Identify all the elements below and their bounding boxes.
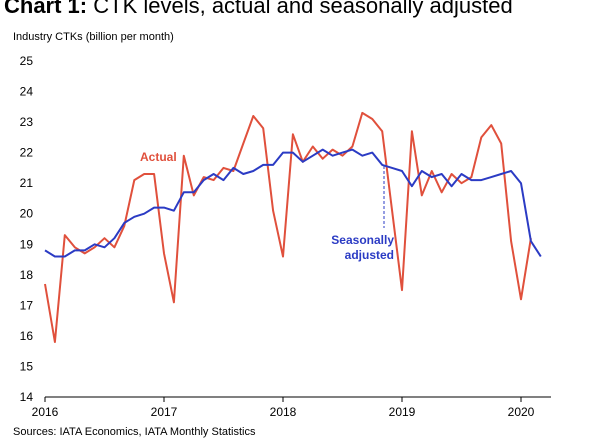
y-tick-label: 18 [20, 268, 34, 282]
source-note: Sources: IATA Economics, IATA Monthly St… [13, 426, 256, 438]
x-tick-label: 2020 [508, 405, 535, 419]
y-axis-ticks: 14 15 16 17 18 19 20 21 22 23 24 25 [20, 54, 34, 404]
actual-annotation: Actual [140, 150, 177, 164]
y-tick-label: 19 [20, 237, 34, 251]
sa-annotation-line2: adjusted [345, 248, 394, 262]
y-tick-label: 22 [20, 146, 34, 160]
chart-title-prefix: Chart 1: [4, 0, 88, 18]
x-tick-label: 2017 [151, 405, 178, 419]
y-tick-label: 16 [20, 329, 34, 343]
seasonally-adjusted-series-line [44, 148, 542, 258]
y-tick-label: 23 [20, 115, 34, 129]
x-tick-label: 2018 [270, 405, 297, 419]
x-tick-label: 2019 [389, 405, 416, 419]
chart-title-text: CTK levels, actual and seasonally adjust… [87, 0, 513, 18]
y-tick-label: 14 [20, 390, 34, 404]
chart-title: Chart 1: CTK levels, actual and seasonal… [4, 0, 513, 19]
y-tick-label: 20 [20, 207, 34, 221]
y-tick-label: 21 [20, 176, 34, 190]
y-tick-label: 15 [20, 359, 34, 373]
y-tick-label: 17 [20, 298, 34, 312]
x-tick-label: 2016 [32, 405, 59, 419]
y-tick-label: 24 [20, 85, 34, 99]
actual-series-line [44, 111, 532, 343]
series-layer [44, 111, 542, 343]
sa-annotation-line1: Seasonally [331, 233, 394, 247]
y-tick-label: 25 [20, 54, 34, 68]
y-axis-label: Industry CTKs (billion per month) [13, 31, 174, 43]
x-axis-ticks: 2016 2017 2018 2019 2020 [32, 397, 535, 419]
